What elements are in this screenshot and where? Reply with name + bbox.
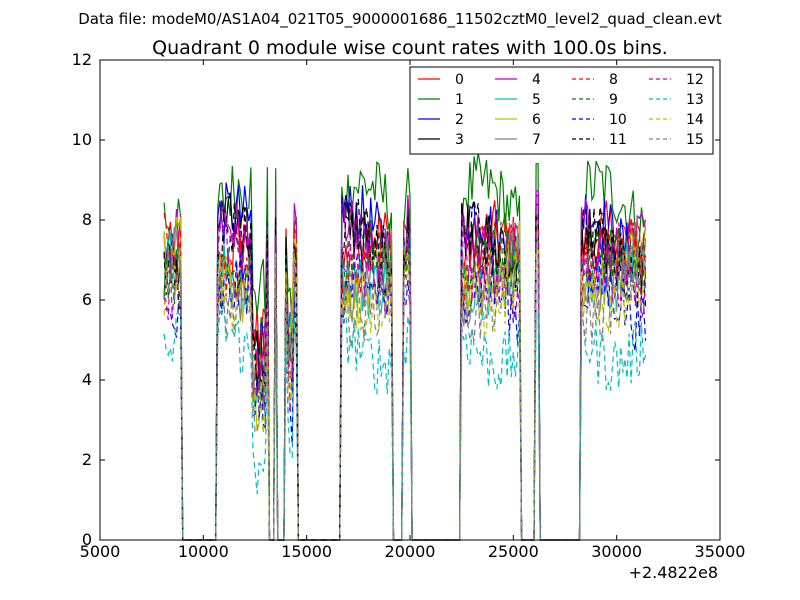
series-line-15 bbox=[163, 242, 647, 541]
legend-label-5: 5 bbox=[532, 92, 541, 108]
legend-label-9: 9 bbox=[609, 92, 618, 108]
legend-label-1: 1 bbox=[455, 92, 464, 108]
legend-box bbox=[409, 66, 714, 155]
legend-label-12: 12 bbox=[686, 72, 704, 88]
y-tick-label: 2 bbox=[82, 450, 92, 469]
legend-label-7: 7 bbox=[532, 132, 541, 148]
x-tick-label: 15000 bbox=[281, 542, 332, 561]
legend-label-14: 14 bbox=[686, 112, 704, 128]
x-tick-label: 30000 bbox=[591, 542, 642, 561]
x-tick-label: 35000 bbox=[695, 542, 746, 561]
legend-label-0: 0 bbox=[455, 72, 464, 88]
legend-label-10: 10 bbox=[609, 112, 627, 128]
legend-label-11: 11 bbox=[609, 132, 627, 148]
chart-title: Quadrant 0 module wise count rates with … bbox=[152, 37, 668, 59]
x-tick-label: 25000 bbox=[488, 542, 539, 561]
legend-label-4: 4 bbox=[532, 72, 541, 88]
legend-label-13: 13 bbox=[686, 92, 704, 108]
legend-label-15: 15 bbox=[686, 132, 704, 148]
series-line-14 bbox=[163, 248, 647, 541]
series-line-10 bbox=[163, 252, 647, 541]
legend-label-2: 2 bbox=[455, 112, 464, 128]
series-line-8 bbox=[163, 213, 647, 541]
x-offset-label: +2.4822e8 bbox=[629, 563, 718, 582]
legend-label-6: 6 bbox=[532, 112, 541, 128]
x-tick-label: 5000 bbox=[80, 542, 121, 561]
y-tick-label: 0 bbox=[82, 530, 92, 549]
y-tick-label: 6 bbox=[82, 290, 92, 309]
y-tick-label: 8 bbox=[82, 210, 92, 229]
legend-label-8: 8 bbox=[609, 72, 618, 88]
y-tick-label: 4 bbox=[82, 370, 92, 389]
x-tick-label: 10000 bbox=[178, 542, 229, 561]
data-file-label: Data file: modeM0/AS1A04_021T05_90000016… bbox=[78, 10, 722, 29]
x-tick-label: 20000 bbox=[385, 542, 436, 561]
y-tick-label: 12 bbox=[72, 50, 92, 69]
y-tick-label: 10 bbox=[72, 130, 92, 149]
axes: 5000 10000 15000 20000 25000 30000 35000 0 2 4 6 8 1… bbox=[72, 50, 746, 561]
legend-label-3: 3 bbox=[455, 132, 464, 148]
